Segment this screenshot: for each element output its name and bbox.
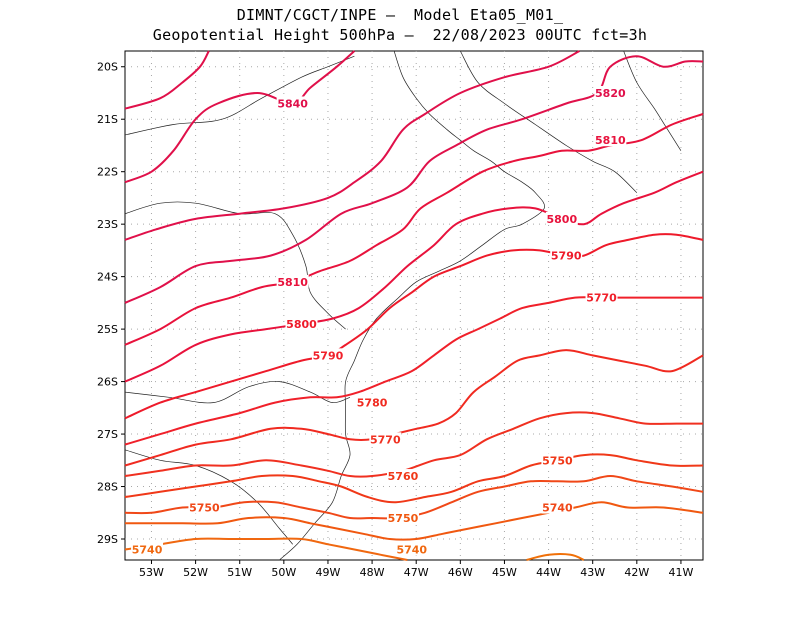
contour-line [124,411,703,478]
contour-label: 5770 [370,433,401,446]
x-tick-label: 47W [404,566,429,579]
contour-label-bg [550,248,583,262]
y-tick-label: 26S [97,376,118,389]
contour-label: 5800 [546,213,577,226]
contour-line [125,501,704,541]
contour-label-bg [541,453,574,467]
y-tick-label: 25S [97,323,118,336]
x-tick-label: 52W [183,566,208,579]
x-tick-label: 45W [492,566,517,579]
contour-label: 5770 [586,292,617,305]
contour-label: 5760 [388,470,419,483]
y-tick-label: 22S [97,166,118,179]
contour-label: 5750 [388,512,419,525]
x-tick-label: 42W [624,566,649,579]
contour-label-bg [356,395,389,409]
contour-line [526,553,585,561]
contour-label: 5750 [542,454,573,467]
contour-label-bg [395,542,428,556]
y-tick-label: 21S [97,113,118,126]
contour-label: 5840 [277,97,308,110]
contour-label: 5740 [396,544,427,557]
contour-label-bg [594,133,627,147]
x-axis-ticks: 53W 52W 51W 50W 49W 48W 47W 46W 45W 44W 43W 42W 41W [139,560,693,579]
contour-label-bg [188,500,221,514]
contour-label: 5790 [313,349,344,362]
contour-label: 5810 [595,134,626,147]
y-tick-label: 28S [97,481,118,494]
x-tick-label: 43W [580,566,605,579]
contour-label: 5740 [132,544,163,557]
contour-line [124,50,210,110]
contour-line [124,55,704,304]
x-tick-label: 49W [316,566,341,579]
contour-label-bg [386,511,419,525]
contour-label-bg [276,274,309,288]
contour-label-bg [541,500,574,514]
x-tick-label: 53W [139,566,164,579]
contour-label: 5800 [286,318,317,331]
y-tick-label: 24S [97,271,118,284]
contour-line [124,50,580,241]
contour-line [124,453,704,504]
contour-line [124,113,704,346]
contour-label-bg [585,290,618,304]
contour-label: 5780 [357,397,388,410]
y-tick-label: 29S [97,533,118,546]
contour-label-bg [311,348,344,362]
contour-line [124,233,704,420]
contour-label-bg [386,469,419,483]
map-boundaries [124,50,682,561]
border-state-2 [124,201,346,330]
contour-label-bg [594,85,627,99]
contour-line [124,537,408,561]
x-tick-label: 46W [448,566,473,579]
contour-label-bg [545,211,578,225]
y-tick-label: 27S [97,428,118,441]
y-tick-label: 20S [97,61,118,74]
contour-line [124,50,356,184]
contour-line [124,170,704,383]
coastline [279,50,545,561]
border-state-1 [124,55,355,136]
contour-label: 5810 [277,276,308,289]
contour-label-bg [285,316,318,330]
contour-label: 5820 [595,87,626,100]
contour-label: 5750 [189,502,220,515]
border-state-6 [623,50,682,151]
contour-label-bg [369,432,402,446]
chart-title-line-2: Geopotential Height 500hPa – 22/08/2023 … [152,26,648,44]
x-tick-label: 50W [271,566,296,579]
y-tick-label: 23S [97,218,118,231]
contour-label: 5740 [542,502,573,515]
contour-label: 5790 [551,250,582,263]
contour-labels: 5840 5820 5810 5800 5810 5790 5800 5770 5790 5780… [131,85,627,557]
chart-title-line-1: DIMNT/CGCT/INPE – Model Eta05_M01_ [236,6,564,24]
y-axis-ticks: 20S 21S 22S 23S 24S 25S 26S 27S 28S 29S [97,61,125,546]
contour-label-bg [276,96,309,110]
contour-label-bg [131,542,164,556]
x-tick-label: 48W [360,566,385,579]
x-tick-label: 44W [536,566,561,579]
x-tick-label: 51W [227,566,252,579]
contour-line [124,349,704,467]
x-tick-label: 41W [669,566,694,579]
